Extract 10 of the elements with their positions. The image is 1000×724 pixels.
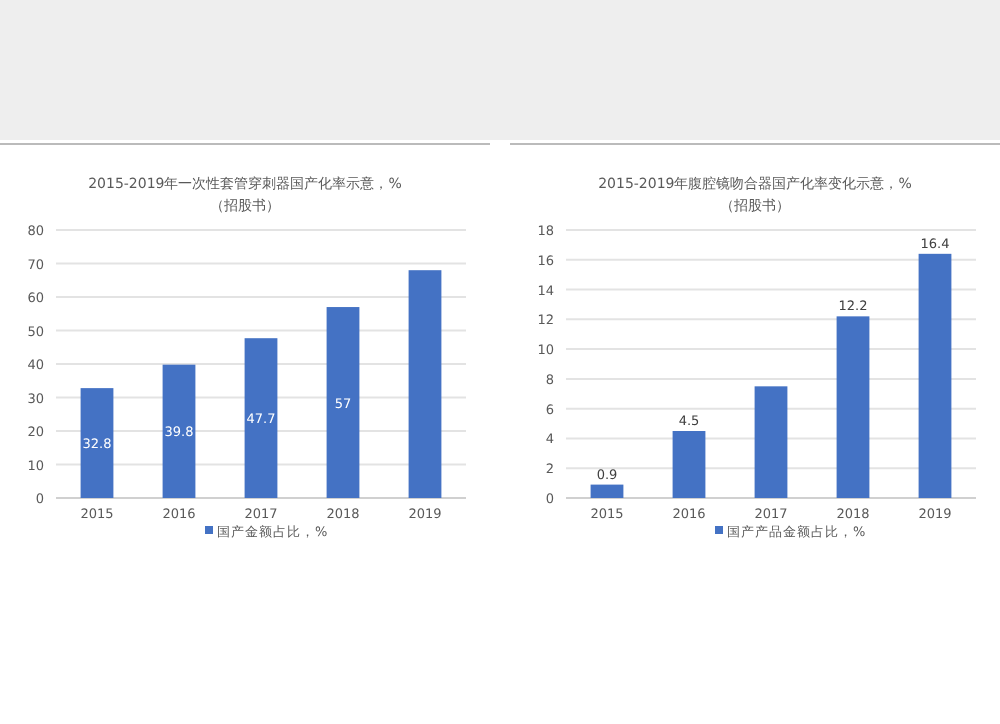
bar: [590, 484, 624, 498]
bar: [326, 307, 360, 498]
bar: [80, 388, 114, 498]
bar: [244, 338, 278, 498]
bar: [162, 364, 196, 498]
bar: [754, 386, 788, 498]
bar: [836, 316, 870, 498]
bar: [918, 253, 952, 498]
bar: [672, 431, 706, 498]
bar: [408, 270, 442, 498]
